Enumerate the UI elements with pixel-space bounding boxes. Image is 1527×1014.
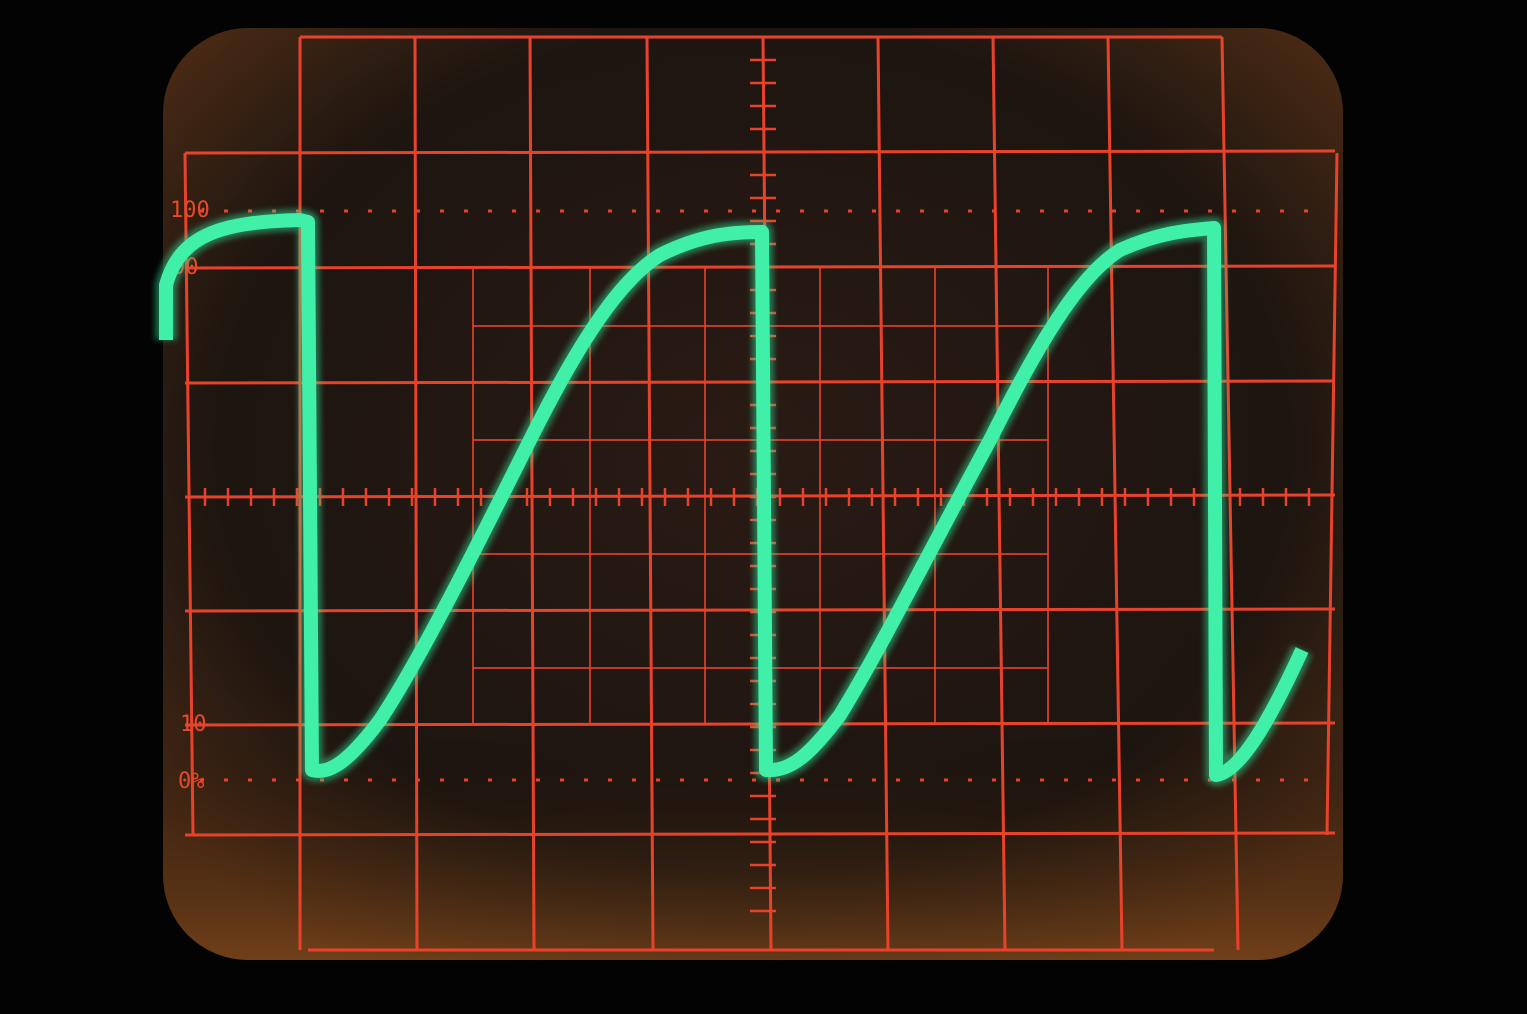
vertical-grid-line: [1325, 152, 1339, 836]
vertical-grid-line: [991, 36, 1007, 951]
scale-label: 10: [180, 712, 207, 737]
scale-label: 100: [170, 198, 210, 223]
trace-line: [159, 213, 1309, 782]
vertical-grid-line: [413, 36, 419, 951]
vertical-grid-line: [1220, 36, 1240, 951]
trace: [155, 209, 1313, 786]
scale-label: 0%: [178, 769, 205, 794]
vertical-grid-line: [876, 36, 890, 951]
horizontal-grid-line: [184, 831, 1336, 837]
vertical-grid-line: [183, 152, 195, 836]
vertical-grid-line: [645, 36, 655, 951]
vertical-grid-line: [1106, 36, 1124, 951]
graticule: [183, 35, 1339, 952]
vertical-grid-line: [528, 36, 536, 951]
